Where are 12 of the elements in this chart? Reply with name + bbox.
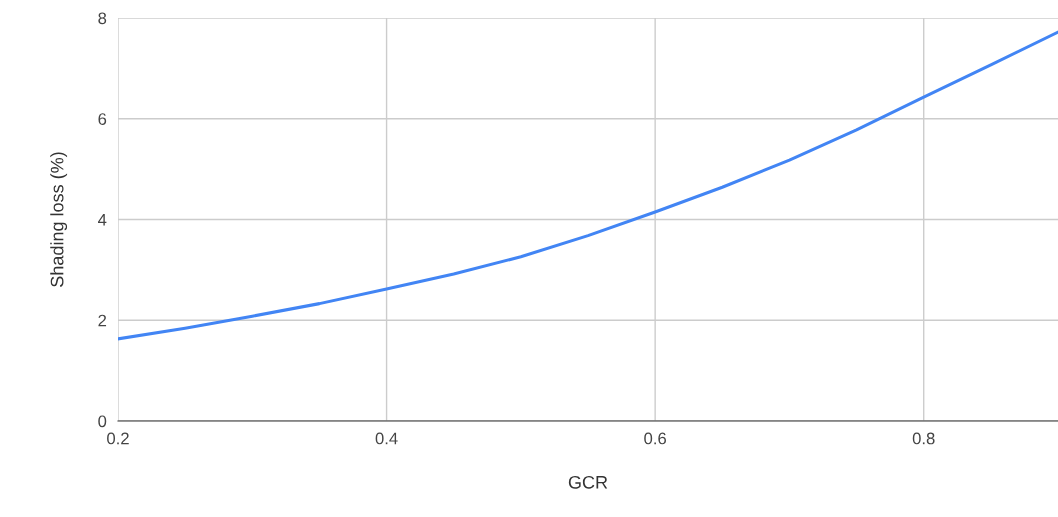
y-axis-title: Shading loss (%) (50, 152, 68, 287)
x-tick-label: 0.8 (912, 432, 935, 445)
x-tick-label: 0.4 (375, 432, 398, 445)
x-tick-label: 0.2 (107, 432, 129, 445)
line-series (118, 30, 1058, 341)
y-tick-label: 2 (98, 314, 107, 327)
x-axis-title: GCR (568, 475, 608, 489)
y-tick-label: 4 (98, 214, 107, 226)
y-tick-label: 0 (98, 415, 107, 428)
y-tick-label: 8 (98, 12, 107, 25)
y-tick-label: 6 (98, 113, 107, 125)
x-tick-label: 0.6 (644, 432, 666, 445)
